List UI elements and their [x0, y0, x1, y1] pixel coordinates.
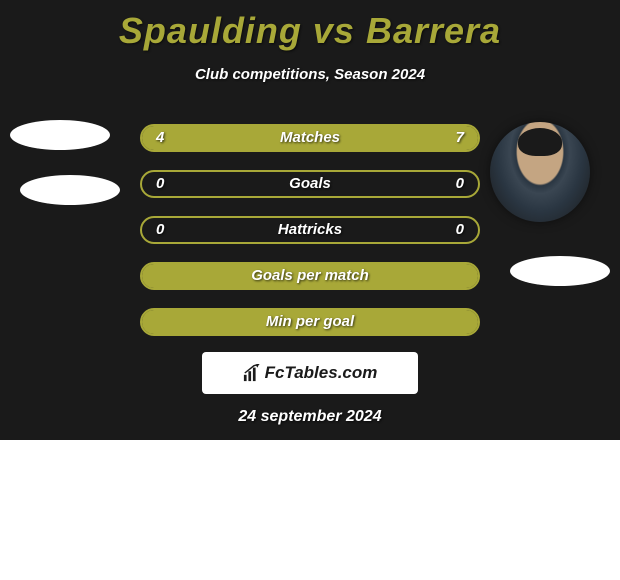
stat-value-left: 0: [156, 172, 164, 196]
watermark-text: FcTables.com: [265, 363, 378, 383]
stat-value-right: 0: [456, 218, 464, 242]
stat-bars: Matches47Goals00Hattricks00Goals per mat…: [140, 124, 480, 354]
stat-value-right: 7: [456, 126, 464, 150]
page-title: Spaulding vs Barrera: [0, 0, 620, 52]
chart-icon: [243, 364, 261, 382]
player-left-badge: [10, 120, 110, 150]
team-right-badge: [510, 256, 610, 286]
stat-label: Matches: [142, 126, 478, 150]
stat-value-right: 0: [456, 172, 464, 196]
watermark: FcTables.com: [202, 352, 418, 394]
stat-value-left: 4: [156, 126, 164, 150]
stat-row: Min per goal: [140, 308, 480, 336]
stat-label: Goals per match: [142, 264, 478, 288]
comparison-panel: Spaulding vs Barrera Club competitions, …: [0, 0, 620, 440]
stat-label: Goals: [142, 172, 478, 196]
stat-label: Min per goal: [142, 310, 478, 334]
page-subtitle: Club competitions, Season 2024: [0, 66, 620, 83]
date-label: 24 september 2024: [0, 408, 620, 426]
stat-row: Hattricks0 0: [140, 216, 480, 244]
stat-row: Goals0 0: [140, 170, 480, 198]
stat-value-left: 0: [156, 218, 164, 242]
stat-row: Matches4 7: [140, 124, 480, 152]
player-right-avatar: [490, 122, 590, 222]
team-left-badge: [20, 175, 120, 205]
stat-label: Hattricks: [142, 218, 478, 242]
stat-row: Goals per match: [140, 262, 480, 290]
